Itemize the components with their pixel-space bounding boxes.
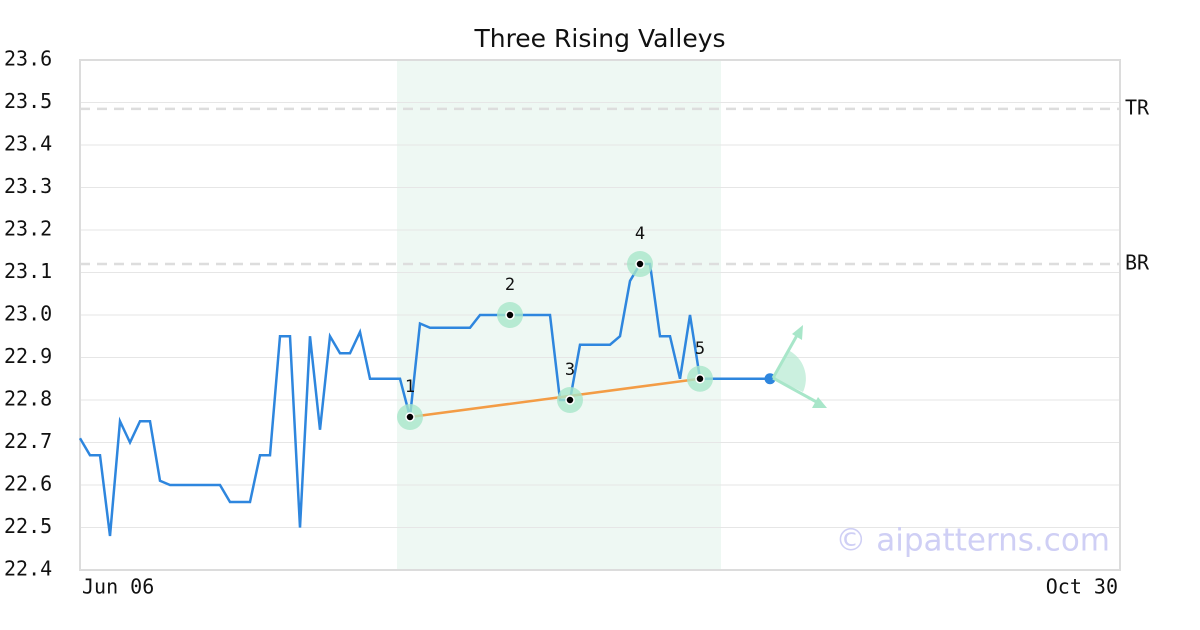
y-tick-label: 22.9 — [4, 344, 52, 368]
pattern-label: 5 — [695, 339, 705, 359]
y-tick-label: 23.1 — [4, 259, 52, 283]
watermark: © aipatterns.com — [835, 523, 1110, 559]
y-tick-label: 23.4 — [4, 132, 52, 156]
y-tick-label: 22.8 — [4, 387, 52, 411]
y-tick-label: 23.3 — [4, 174, 52, 198]
level-label: BR — [1125, 251, 1150, 275]
x-tick-label: Oct 30 — [1046, 575, 1118, 599]
arrow-head — [792, 325, 803, 340]
pattern-point — [635, 259, 645, 269]
y-tick-label: 23.0 — [4, 302, 52, 326]
plot: 22.4 22.5 22.6 22.7 22.8 22.9 23.0 23.1 23.2 23.3… — [4, 47, 1150, 599]
pattern-label: 3 — [565, 360, 575, 380]
y-tick-label: 23.6 — [4, 47, 52, 71]
y-tick-label: 23.2 — [4, 217, 52, 241]
y-tick-label: 22.4 — [4, 557, 52, 581]
pattern-label: 2 — [505, 275, 515, 295]
y-tick-label: 22.7 — [4, 429, 52, 453]
pattern-point — [565, 395, 575, 405]
plot-frame — [79, 59, 1121, 571]
pattern-label: 4 — [635, 224, 645, 244]
y-tick-label: 23.5 — [4, 89, 52, 113]
pattern-point — [405, 412, 415, 422]
pattern-label: 1 — [405, 377, 415, 397]
projection-arrows — [771, 325, 827, 408]
arrow-head — [812, 397, 827, 408]
y-tick-label: 22.5 — [4, 514, 52, 538]
pattern-point — [505, 310, 515, 320]
x-tick-label: Jun 06 — [82, 575, 154, 599]
arrow-up — [771, 329, 802, 379]
price-line — [78, 262, 770, 537]
arrow-down — [772, 376, 823, 407]
trendline — [409, 377, 701, 419]
chart-title: Three Rising Valleys — [473, 24, 725, 53]
y-tick-label: 22.6 — [4, 472, 52, 496]
pattern-point — [695, 374, 705, 384]
level-label: TR — [1125, 95, 1150, 119]
